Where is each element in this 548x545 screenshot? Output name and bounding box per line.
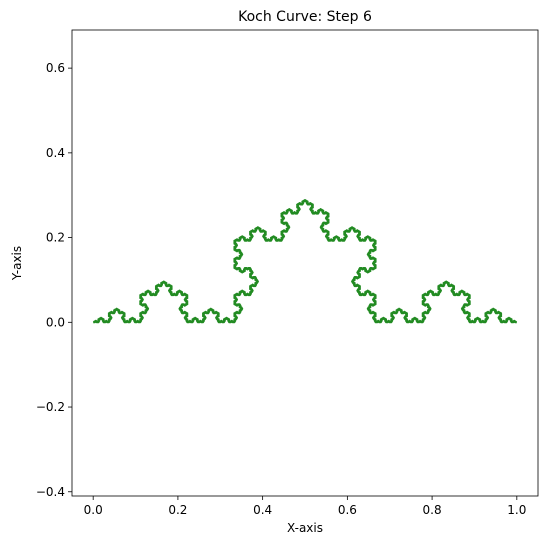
series-layer	[92, 199, 518, 324]
y-tick-label: 0.0	[46, 315, 65, 329]
x-tick-label: 0.4	[253, 503, 272, 517]
koch-curve-line	[92, 199, 518, 324]
y-tick-label: 0.2	[46, 231, 65, 245]
x-tick-label: 1.0	[507, 503, 526, 517]
x-tick-label: 0.2	[168, 503, 187, 517]
chart-title: Koch Curve: Step 6	[238, 9, 372, 25]
y-tick-label: −0.4	[36, 485, 65, 499]
plot-area	[71, 29, 539, 497]
x-axis-label: X-axis	[287, 521, 323, 535]
y-axis-label: Y-axis	[10, 246, 24, 281]
y-tick-label: 0.4	[46, 146, 65, 160]
x-tick-label: 0.6	[338, 503, 357, 517]
y-axis-ticks: −0.4 −0.2 0.0 0.2 0.4 0.6	[36, 61, 72, 499]
x-axis-ticks: 0.0 0.2 0.4 0.6 0.8 1.0	[84, 496, 526, 517]
x-tick-label: 0.8	[423, 503, 442, 517]
y-tick-label: 0.6	[46, 61, 65, 75]
x-tick-label: 0.0	[84, 503, 103, 517]
y-tick-label: −0.2	[36, 400, 65, 414]
